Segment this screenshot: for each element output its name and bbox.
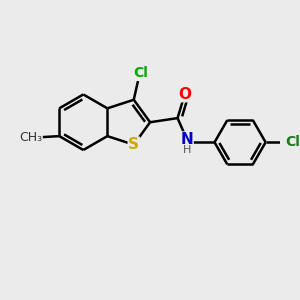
Text: O: O — [178, 87, 191, 102]
Text: CH₃: CH₃ — [19, 131, 42, 144]
Text: N: N — [180, 132, 193, 147]
Text: S: S — [128, 137, 139, 152]
Text: H: H — [183, 145, 191, 155]
Text: Cl: Cl — [285, 135, 300, 149]
Text: Cl: Cl — [133, 66, 148, 80]
